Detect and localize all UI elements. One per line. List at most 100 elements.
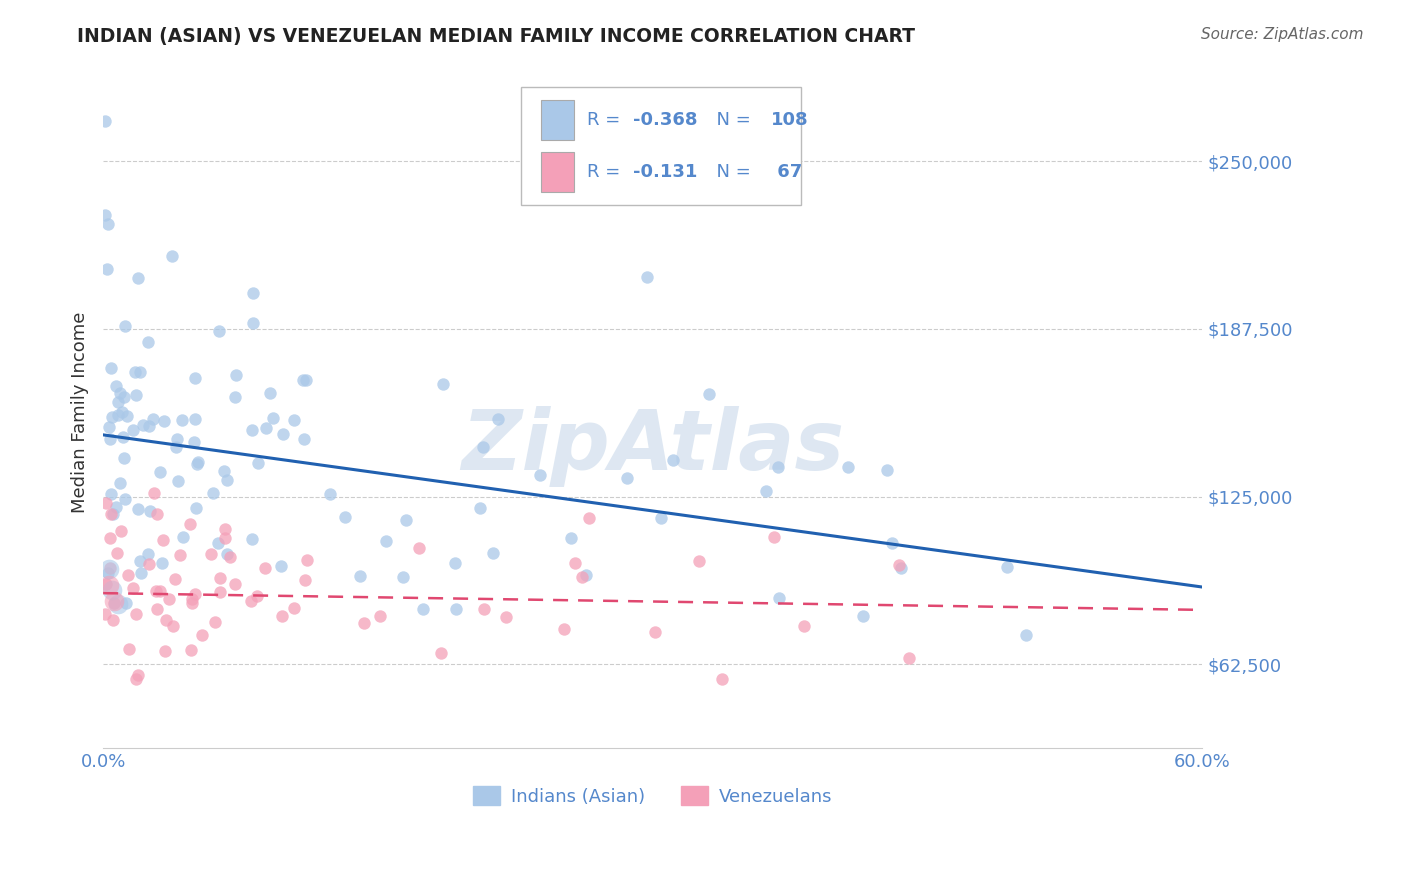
Point — [225, 368, 247, 382]
Point — [122, 424, 145, 438]
Point — [157, 591, 180, 606]
Point — [333, 510, 356, 524]
Point — [444, 556, 467, 570]
Point — [575, 568, 598, 582]
Point — [138, 419, 160, 434]
Point — [270, 558, 292, 573]
Point — [184, 370, 207, 384]
Point — [201, 486, 224, 500]
Point — [240, 423, 263, 437]
Point — [166, 432, 188, 446]
Point — [218, 550, 240, 565]
Point — [208, 585, 231, 599]
Point — [224, 390, 246, 404]
Point — [472, 602, 495, 616]
Point — [94, 114, 117, 128]
Legend: Indians (Asian), Venezuelans: Indians (Asian), Venezuelans — [465, 779, 839, 813]
Point — [432, 376, 454, 391]
Point — [150, 556, 173, 570]
Point — [876, 463, 898, 477]
FancyBboxPatch shape — [540, 100, 574, 140]
Point — [995, 559, 1018, 574]
Point — [170, 413, 193, 427]
Point — [553, 622, 575, 636]
Point — [898, 650, 921, 665]
Point — [710, 673, 733, 687]
Point — [209, 570, 232, 584]
Point — [107, 409, 129, 423]
Point — [97, 566, 120, 581]
Point — [94, 495, 117, 509]
Point — [98, 420, 121, 434]
Point — [262, 410, 284, 425]
Text: -0.368: -0.368 — [633, 112, 697, 129]
Point — [103, 594, 125, 608]
Point — [292, 432, 315, 446]
Point — [181, 592, 204, 607]
Point — [495, 609, 517, 624]
Point — [578, 511, 600, 525]
Point — [163, 572, 186, 586]
Text: R =: R = — [586, 163, 626, 181]
Point — [616, 471, 638, 485]
Point — [292, 373, 315, 387]
Point — [444, 602, 467, 616]
Point — [136, 334, 159, 349]
Point — [127, 270, 149, 285]
Point — [368, 609, 391, 624]
Point — [97, 578, 120, 592]
Point — [391, 569, 413, 583]
Point — [111, 404, 134, 418]
Text: 108: 108 — [772, 112, 808, 129]
Point — [242, 285, 264, 300]
Point — [353, 616, 375, 631]
Point — [94, 607, 117, 621]
Point — [180, 596, 202, 610]
Point — [294, 573, 316, 587]
Point — [200, 547, 222, 561]
Text: -0.131: -0.131 — [633, 163, 697, 181]
Point — [208, 324, 231, 338]
Point — [259, 386, 281, 401]
Text: N =: N = — [706, 163, 756, 181]
Point — [152, 533, 174, 547]
Point — [319, 487, 342, 501]
Point — [153, 644, 176, 658]
Point — [94, 577, 117, 591]
Point — [124, 365, 146, 379]
Text: N =: N = — [706, 112, 756, 129]
Point — [837, 460, 859, 475]
Point — [129, 566, 152, 581]
Point — [571, 570, 593, 584]
Point — [125, 387, 148, 401]
Point — [103, 508, 125, 522]
Point — [114, 492, 136, 507]
Point — [107, 597, 129, 611]
Point — [560, 531, 582, 545]
Point — [247, 456, 270, 470]
Point — [127, 668, 149, 682]
Point — [142, 412, 165, 426]
Point — [125, 672, 148, 686]
Point — [468, 501, 491, 516]
Point — [110, 475, 132, 490]
Point — [471, 440, 494, 454]
Point — [215, 547, 238, 561]
Point — [650, 511, 672, 525]
Point — [97, 562, 120, 576]
Point — [172, 530, 194, 544]
Point — [762, 530, 785, 544]
Point — [852, 609, 875, 624]
Point — [688, 554, 710, 568]
Point — [217, 473, 239, 487]
Point — [395, 513, 418, 527]
Point — [180, 643, 202, 657]
Point — [117, 567, 139, 582]
Point — [768, 591, 790, 606]
Point — [145, 507, 167, 521]
Point — [149, 584, 172, 599]
Point — [107, 395, 129, 409]
Point — [100, 361, 122, 376]
Point — [662, 453, 685, 467]
Point — [125, 607, 148, 621]
